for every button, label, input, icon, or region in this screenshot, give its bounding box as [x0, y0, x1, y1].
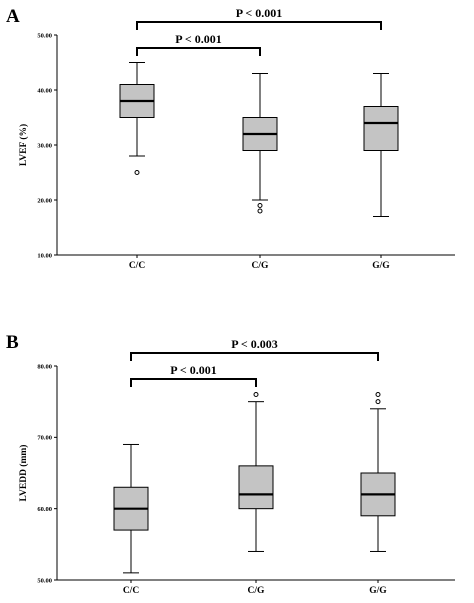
- bracket-line: [136, 21, 382, 30]
- y-tick-label: 70.00: [37, 435, 52, 442]
- outlier-point: [257, 203, 263, 208]
- y-tick-label: 50.00: [37, 577, 52, 584]
- panel-label: B: [6, 332, 19, 353]
- box-g-g: [363, 73, 399, 217]
- p-value-label: P < 0.003: [231, 337, 278, 351]
- p-value-label: P < 0.001: [175, 32, 222, 46]
- x-tick-label: C/G: [252, 261, 270, 271]
- outlier-point: [253, 392, 259, 398]
- y-tick-label: 20.00: [37, 197, 52, 204]
- y-tick-label: 40.00: [37, 87, 52, 94]
- x-tick-label: G/G: [372, 261, 390, 271]
- y-axis-label: LVEF (%): [18, 124, 29, 166]
- y-tick-label: 10.00: [37, 252, 52, 259]
- bracket-line: [130, 352, 379, 361]
- p-value-label: P < 0.001: [236, 6, 283, 20]
- box-c-g: [242, 73, 278, 214]
- box-c-c: [113, 443, 149, 574]
- bracket-line: [130, 378, 257, 387]
- x-tick-label: C/G: [248, 586, 266, 596]
- y-tick-label: 50.00: [37, 32, 52, 39]
- significance-bracket: P < 0.001: [130, 363, 257, 387]
- y-axis-label: LVEDD (mm): [18, 445, 29, 502]
- significance-bracket: P < 0.001: [136, 32, 261, 56]
- y-tick-label: 80.00: [37, 363, 52, 370]
- panel-b: B 50.00 60.00 70.00 80.00 LVEDD (mm) C/C C/G G/G…: [6, 332, 455, 596]
- iqr-box: [363, 106, 399, 151]
- outlier-point: [134, 170, 140, 175]
- y-tick-label: 30.00: [37, 142, 52, 149]
- p-value-label: P < 0.001: [170, 363, 217, 377]
- x-tick-label: C/C: [123, 586, 140, 596]
- outlier-point: [375, 392, 381, 398]
- panel-a: A 10.00 20.00 30.00 40.00 50.00 LVEF (%) C/C C/G…: [6, 6, 455, 271]
- bracket-line: [136, 47, 261, 56]
- iqr-box: [238, 465, 274, 510]
- x-tick-label: G/G: [369, 586, 387, 596]
- y-tick-label: 60.00: [37, 506, 52, 513]
- box-c-g: [238, 392, 274, 552]
- significance-bracket: P < 0.001: [136, 6, 382, 30]
- outlier-point: [375, 399, 381, 405]
- significance-bracket: P < 0.003: [130, 337, 379, 361]
- box-g-g: [360, 392, 396, 552]
- panel-label: A: [6, 6, 20, 27]
- x-tick-label: C/C: [129, 261, 146, 271]
- box-c-c: [119, 62, 155, 175]
- outlier-point: [257, 208, 263, 214]
